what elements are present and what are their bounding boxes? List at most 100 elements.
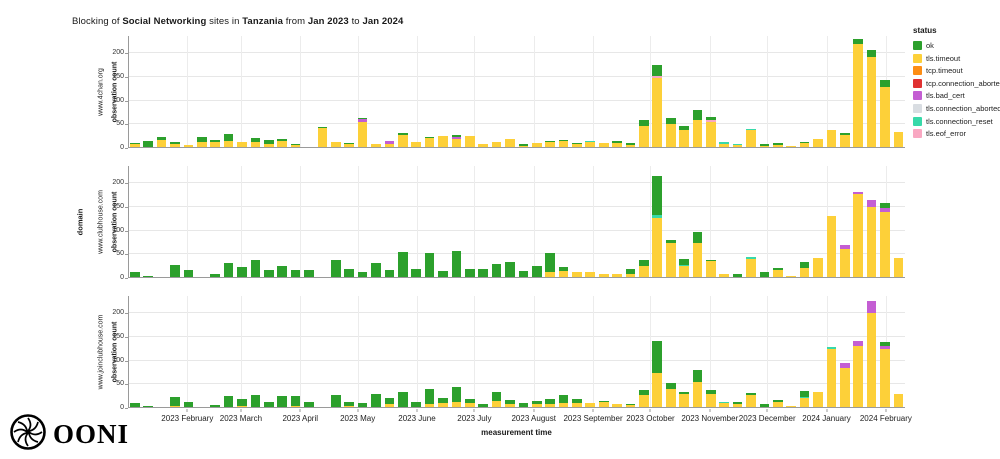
legend-label: tls.timeout [926, 53, 961, 63]
bar-week-55 [853, 340, 864, 408]
bar-segment-tls.timeout [290, 405, 301, 408]
bar-segment-ok [732, 401, 743, 405]
gridline-v [416, 36, 418, 147]
bar-week-42 [679, 392, 689, 408]
bar-segment-tls.timeout [786, 405, 797, 408]
bar-segment-tls.timeout [558, 403, 569, 408]
bar-segment-tls.connection_reset [746, 128, 756, 130]
x-axis-line [128, 147, 905, 148]
bar-segment-ok [451, 387, 462, 403]
bar-segment-ok [223, 396, 234, 408]
bar-segment-tls.timeout [237, 141, 247, 148]
bar-segment-ok [170, 142, 180, 145]
bar-week-57 [880, 203, 890, 278]
bar-segment-tls.timeout [813, 138, 823, 148]
bar-segment-ok [250, 394, 261, 408]
bar-week-57 [880, 80, 890, 148]
y-tick-label: 150 [112, 332, 124, 340]
gridline-v [826, 36, 828, 147]
bar-week-41 [665, 239, 676, 278]
bar-week-51 [799, 141, 810, 148]
x-tick-mark [357, 409, 359, 412]
bar-week-4 [170, 142, 180, 148]
bar-week-8 [223, 133, 234, 148]
bar-segment-tls.timeout [585, 272, 596, 278]
bar-segment-tls.timeout [451, 138, 462, 148]
bar-week-9 [237, 141, 247, 148]
bar-week-46 [732, 143, 743, 148]
bar-week-17 [344, 269, 354, 278]
bar-segment-tls.connection_reset [652, 215, 663, 218]
gridline-h [129, 182, 905, 184]
bar-segment-ok [759, 272, 770, 277]
bar-segment-tls.bad_cert [880, 345, 890, 349]
bar-week-13 [290, 143, 301, 148]
bar-week-32 [545, 140, 555, 148]
bar-week-36 [598, 400, 609, 408]
bar-segment-ok [464, 398, 475, 404]
bar-week-10 [250, 259, 261, 278]
bar-week-26 [464, 269, 475, 278]
bar-segment-ok [130, 143, 140, 145]
y-tick-mark [125, 230, 128, 232]
bar-week-38 [625, 404, 636, 408]
gridline-v [357, 166, 359, 277]
gridline-v [240, 166, 242, 277]
legend-swatch [913, 41, 922, 50]
bar-segment-tls.timeout [773, 270, 783, 278]
legend-swatch [913, 53, 922, 63]
bar-segment-tls.timeout [491, 400, 502, 408]
bar-week-5 [183, 401, 194, 408]
bar-week-51 [799, 390, 810, 408]
bar-segment-ok [357, 118, 368, 120]
bar-segment-ok [143, 141, 154, 148]
bar-segment-tls.timeout [545, 142, 555, 148]
bar-segment-tls.timeout [719, 403, 730, 408]
legend-swatch [913, 66, 922, 76]
facet-label-clubhouse: www.clubhouse.com [97, 190, 105, 254]
bar-week-42 [679, 125, 689, 148]
bar-week-28 [491, 263, 502, 278]
bar-segment-tls.timeout [612, 404, 622, 408]
x-tick-label: 2023 April [282, 414, 319, 423]
bar-segment-tls.bad_cert [853, 192, 864, 194]
bar-segment-ok [706, 259, 716, 262]
bar-segment-tls.timeout [692, 243, 703, 278]
y-tick-label: 200 [112, 49, 124, 57]
bar-segment-tls.timeout [652, 78, 663, 148]
y-tick-mark [125, 360, 128, 362]
bar-week-31 [531, 401, 542, 408]
bar-segment-tls.timeout [183, 144, 194, 148]
bar-segment-ok [170, 397, 180, 406]
gridline-h [129, 229, 905, 231]
bar-week-5 [183, 144, 194, 148]
bar-segment-ok [679, 392, 689, 394]
bar-week-20 [384, 141, 395, 148]
bar-week-40 [652, 341, 663, 408]
gridline-v [533, 166, 535, 277]
bar-segment-tls.timeout [317, 127, 328, 148]
bar-segment-tls.timeout [451, 402, 462, 408]
bar-segment-tls.timeout [719, 274, 730, 278]
bar-segment-tls.timeout [545, 404, 555, 408]
gridline-v [187, 166, 189, 277]
bar-segment-tls.timeout [518, 145, 529, 148]
bar-segment-tls.timeout [531, 404, 542, 408]
bar-segment-ok [130, 272, 140, 278]
bar-week-33 [558, 139, 569, 148]
bar-segment-tls.timeout [639, 266, 649, 278]
bar-segment-ok [612, 141, 622, 144]
bar-segment-ok [397, 251, 408, 278]
gridline-v [187, 36, 189, 147]
bar-segment-ok [692, 370, 703, 382]
legend-item-tls.bad_cert: tls.bad_cert [913, 91, 999, 101]
bar-segment-ok [290, 396, 301, 406]
bar-segment-tls.connection_reset [826, 347, 837, 349]
bar-segment-ok [384, 397, 395, 405]
bar-week-27 [478, 269, 488, 278]
bar-week-44 [706, 116, 716, 148]
bar-segment-ok [438, 270, 448, 278]
x-axis-line [128, 407, 905, 408]
bar-segment-tls.timeout [665, 242, 676, 278]
bar-segment-ok [451, 134, 462, 137]
